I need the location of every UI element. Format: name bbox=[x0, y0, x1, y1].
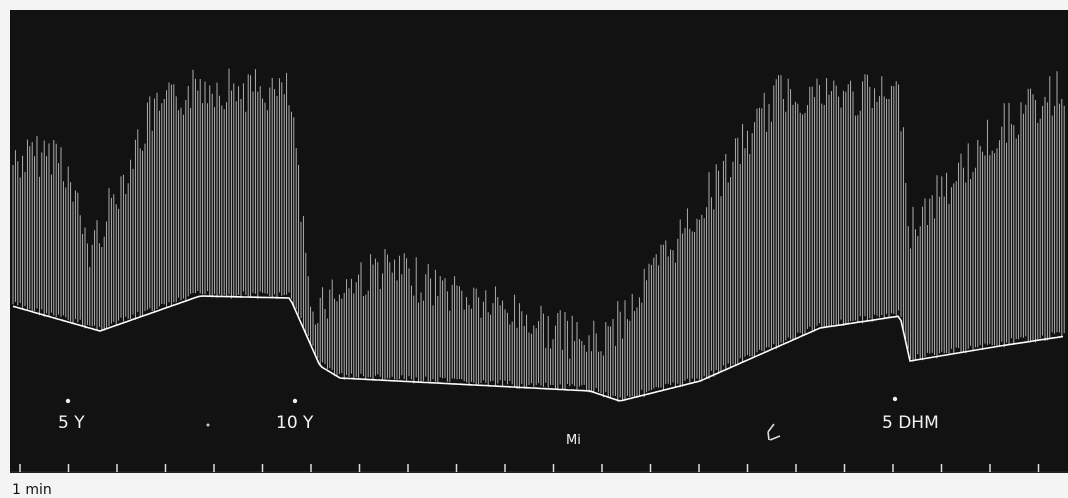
marker-label: 10 Y bbox=[276, 413, 314, 433]
marker-dot bbox=[893, 397, 897, 401]
recording: 5 Y 10 Y Mi 5 DHM 1 min bbox=[0, 0, 1068, 498]
marker-label: 5 Y bbox=[58, 413, 85, 433]
marker-label: Mi bbox=[566, 433, 581, 448]
marker-label: 5 DHM bbox=[882, 413, 939, 433]
time-scale-label: 1 min bbox=[12, 482, 52, 498]
speck bbox=[207, 424, 210, 427]
marker-dot bbox=[293, 399, 297, 403]
marker-dot bbox=[66, 399, 70, 403]
